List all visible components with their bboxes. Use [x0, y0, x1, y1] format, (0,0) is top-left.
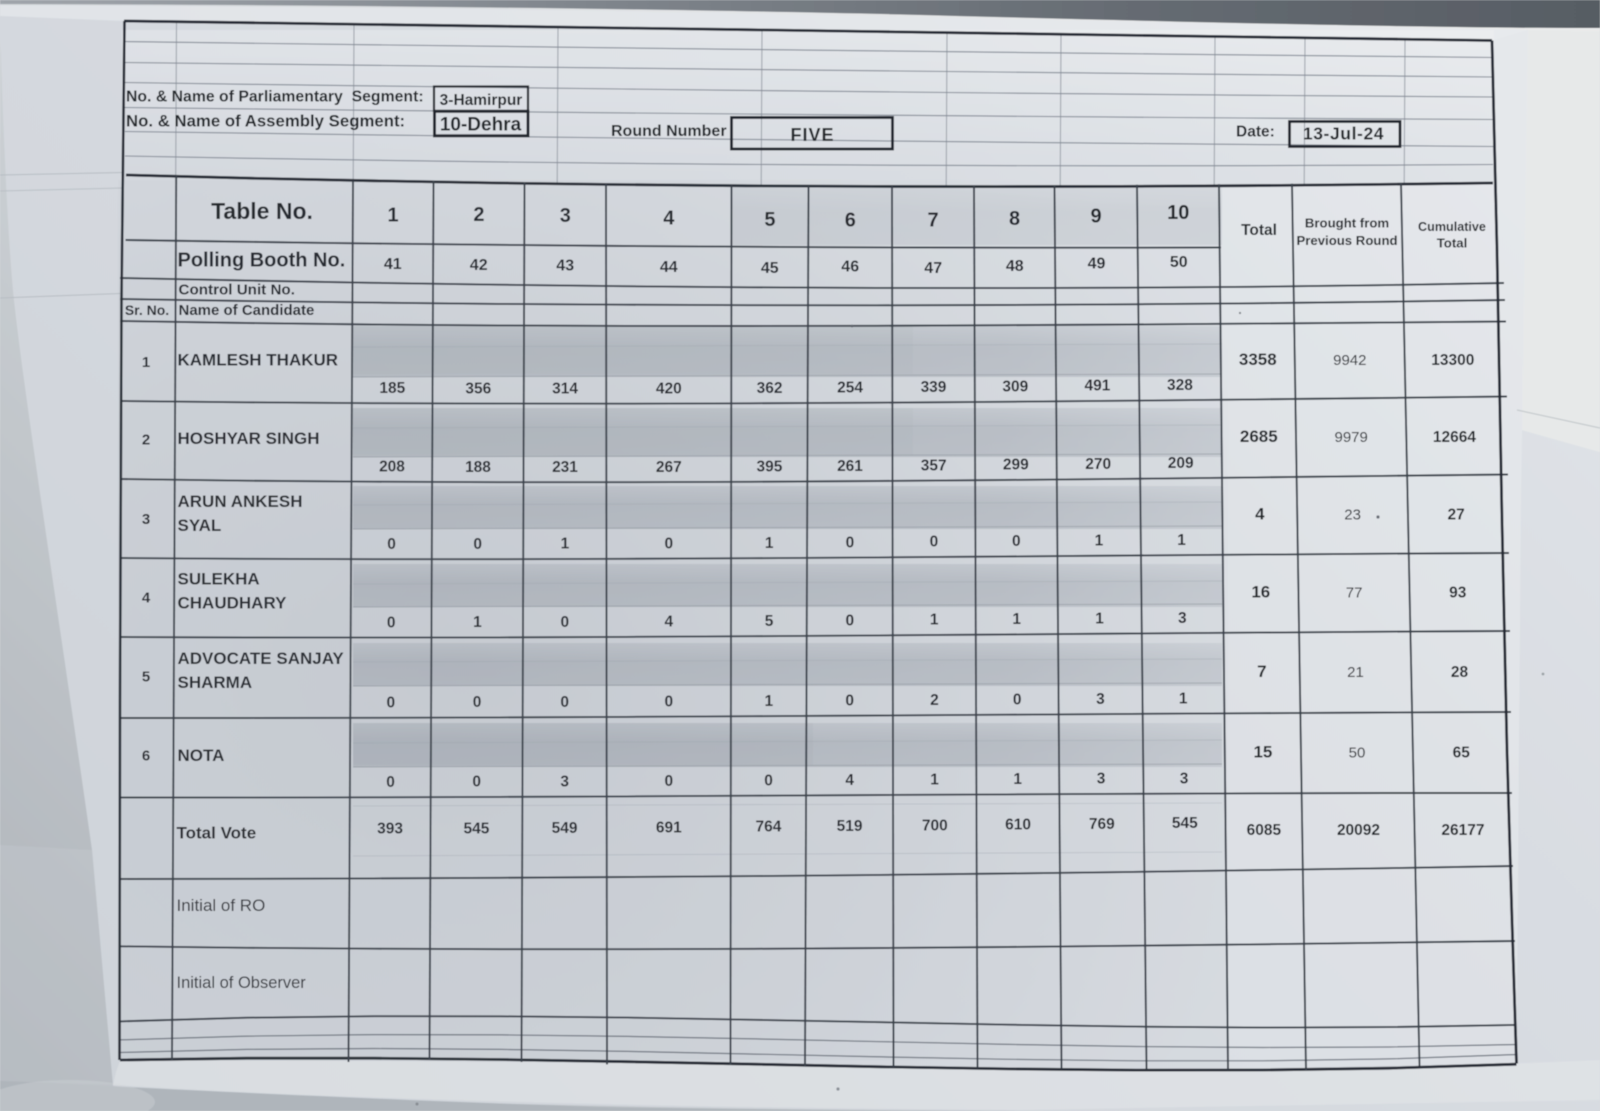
svg-text:Total: Total [1437, 236, 1468, 251]
svg-text:FIVE: FIVE [790, 125, 834, 145]
svg-text:10-Dehra: 10-Dehra [440, 115, 522, 136]
svg-text:20092: 20092 [1337, 822, 1380, 839]
svg-text:Previous Round: Previous Round [1296, 233, 1397, 248]
svg-text:65: 65 [1453, 745, 1471, 762]
svg-text:26177: 26177 [1441, 822, 1484, 839]
svg-text:13300: 13300 [1431, 352, 1474, 369]
svg-text:21: 21 [1347, 664, 1364, 681]
svg-text:4: 4 [1255, 505, 1265, 524]
svg-text:3358: 3358 [1239, 350, 1277, 369]
svg-text:77: 77 [1346, 585, 1363, 602]
svg-text:12664: 12664 [1433, 429, 1476, 446]
svg-text:6085: 6085 [1247, 822, 1282, 839]
svg-text:Cumulative: Cumulative [1418, 220, 1486, 234]
svg-text:Round Number: Round Number [611, 123, 727, 140]
svg-text:15: 15 [1253, 743, 1272, 762]
svg-text:23: 23 [1344, 507, 1361, 524]
svg-text:3-Hamirpur: 3-Hamirpur [440, 92, 523, 109]
svg-text:9942: 9942 [1333, 352, 1366, 369]
svg-text:No. & Name of Parliamentary S: No. & Name of Parliamentary Segment: [126, 89, 424, 106]
svg-text:7: 7 [1257, 662, 1266, 681]
svg-text:93: 93 [1449, 585, 1467, 602]
svg-text:No. & Name of Assembly Segment: No. & Name of Assembly Segment: [126, 112, 405, 131]
svg-text:27: 27 [1447, 507, 1464, 524]
svg-text:2685: 2685 [1240, 427, 1278, 446]
svg-text:13-Jul-24: 13-Jul-24 [1303, 124, 1384, 144]
svg-text:50: 50 [1349, 745, 1366, 762]
svg-text:Date:: Date: [1236, 124, 1275, 141]
svg-text:Total: Total [1241, 222, 1277, 239]
svg-text:28: 28 [1451, 664, 1469, 681]
svg-text:Brought from: Brought from [1305, 216, 1389, 231]
svg-text:9979: 9979 [1335, 429, 1368, 446]
svg-text:16: 16 [1251, 583, 1270, 602]
